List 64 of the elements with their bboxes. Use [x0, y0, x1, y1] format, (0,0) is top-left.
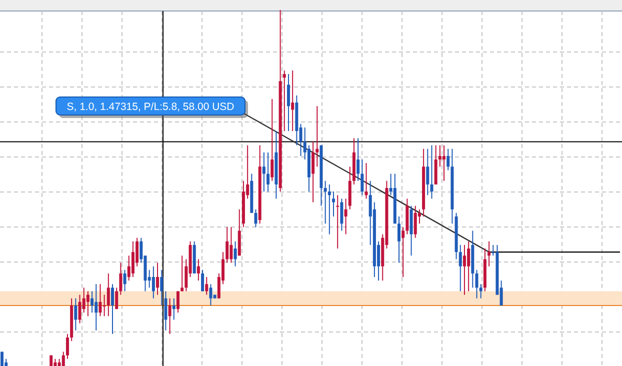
candlestick — [74, 298, 78, 331]
candlestick — [397, 216, 400, 264]
annotation: S, 1.0, 1.47315, P/L:5.8, 58.00 USD — [66, 101, 235, 113]
candlestick — [78, 294, 82, 324]
candlestick — [106, 272, 110, 317]
candlestick — [402, 226, 405, 278]
candlestick — [131, 240, 134, 278]
candlestick — [172, 298, 176, 320]
candlestick — [98, 284, 102, 317]
candlestick — [340, 198, 344, 232]
candlestick — [332, 191, 336, 217]
candlestick — [176, 290, 180, 314]
candlestick — [442, 144, 446, 182]
candlestick — [119, 262, 122, 296]
candlestick — [446, 148, 450, 171]
candlestick — [467, 240, 470, 292]
candlestick — [414, 205, 417, 238]
candlestick — [226, 226, 229, 264]
candlestick — [430, 144, 434, 200]
candlestick — [196, 258, 200, 282]
candlestick — [316, 106, 319, 168]
candlestick — [262, 152, 266, 192]
candlestick — [458, 244, 462, 292]
candlestick — [127, 255, 130, 282]
candlestick — [462, 244, 466, 296]
candlestick — [123, 269, 126, 292]
candlestick — [438, 144, 442, 168]
candlestick — [475, 269, 478, 299]
candlestick — [66, 333, 69, 360]
candlestick — [102, 294, 106, 317]
candlestick — [254, 208, 258, 228]
candlestick — [90, 290, 94, 314]
candlestick — [115, 287, 118, 310]
candlestick — [180, 255, 184, 292]
candlestick — [312, 141, 315, 203]
candlestick — [286, 74, 290, 132]
candlestick — [426, 148, 430, 196]
candlestick — [111, 284, 114, 334]
candlestick — [266, 152, 270, 192]
candlestick — [156, 262, 160, 296]
candlestick — [364, 162, 368, 200]
candlestick — [360, 159, 364, 196]
candlestick — [291, 70, 294, 132]
candlestick — [62, 351, 65, 366]
candlestick — [282, 70, 286, 132]
candlestick — [488, 240, 491, 267]
candlestick — [234, 240, 237, 267]
candlestick — [86, 290, 90, 317]
candlestick — [479, 284, 482, 299]
candlestick — [152, 266, 155, 299]
candlestick — [160, 269, 164, 306]
candlestick — [356, 138, 360, 182]
candlestick — [230, 226, 233, 264]
candlestick — [324, 180, 327, 224]
candlestick — [336, 194, 340, 250]
candlestick — [344, 198, 348, 235]
candlestick — [328, 184, 331, 235]
candlestick — [94, 284, 98, 331]
candlestick — [209, 284, 212, 306]
candlestick — [164, 290, 168, 331]
candlestick — [168, 298, 172, 334]
candlestick — [205, 276, 208, 296]
candlestick — [201, 269, 204, 292]
candlestick — [270, 98, 274, 182]
